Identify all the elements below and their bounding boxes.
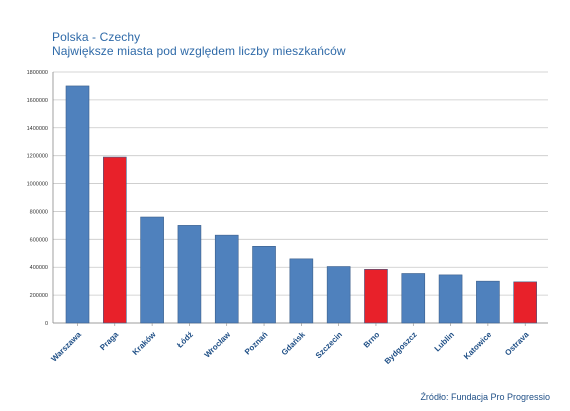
- bar: [140, 216, 164, 324]
- bar: [177, 225, 202, 324]
- y-tick-label: 0: [45, 321, 48, 327]
- chart-subtitle: Największe miasta pod względem liczby mi…: [52, 44, 346, 58]
- x-tick-label: Wrocław: [203, 330, 233, 360]
- bar: [103, 156, 127, 324]
- bar: [364, 269, 388, 324]
- x-tick-label: Ostrava: [503, 330, 531, 358]
- x-tick-label: Praga: [98, 330, 120, 352]
- bar: [438, 274, 463, 324]
- bar: [513, 281, 537, 324]
- bar: [326, 266, 351, 324]
- y-tick-label: 1000000: [27, 182, 48, 188]
- bar: [476, 280, 500, 324]
- bar: [289, 258, 314, 324]
- bar: [214, 234, 239, 324]
- x-tick-label: Lublin: [433, 330, 456, 353]
- x-tick-label: Warszawa: [49, 330, 83, 364]
- x-tick-label: Szczecin: [314, 330, 344, 360]
- y-tick-label: 800000: [30, 209, 48, 215]
- x-tick-label: Brno: [362, 330, 382, 350]
- bar: [252, 246, 276, 324]
- x-tick-label: Łódź: [175, 330, 195, 350]
- x-tick-label: Poznań: [243, 330, 270, 357]
- y-tick-label: 400000: [30, 265, 48, 271]
- x-tick-label: Katowice: [462, 330, 494, 362]
- y-tick-label: 1600000: [27, 98, 48, 104]
- y-tick-label: 200000: [30, 293, 48, 299]
- y-tick-label: 1400000: [27, 126, 48, 132]
- source-note: Źródło: Fundacja Pro Progressio: [420, 392, 550, 402]
- y-tick-label: 1800000: [27, 70, 48, 76]
- y-tick-label: 600000: [30, 237, 48, 243]
- x-tick-label: Gdańsk: [280, 330, 308, 358]
- chart-title: Polska - Czechy: [52, 30, 141, 44]
- y-tick-label: 1200000: [27, 154, 48, 160]
- bar: [65, 85, 90, 324]
- x-tick-label: Kraków: [131, 330, 158, 357]
- x-tick-label: Bydgoszcz: [383, 330, 419, 366]
- bar: [401, 273, 426, 324]
